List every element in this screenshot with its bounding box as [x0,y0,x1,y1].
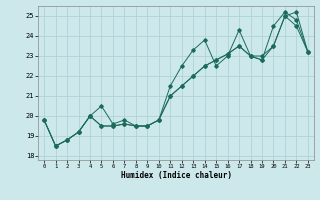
X-axis label: Humidex (Indice chaleur): Humidex (Indice chaleur) [121,171,231,180]
